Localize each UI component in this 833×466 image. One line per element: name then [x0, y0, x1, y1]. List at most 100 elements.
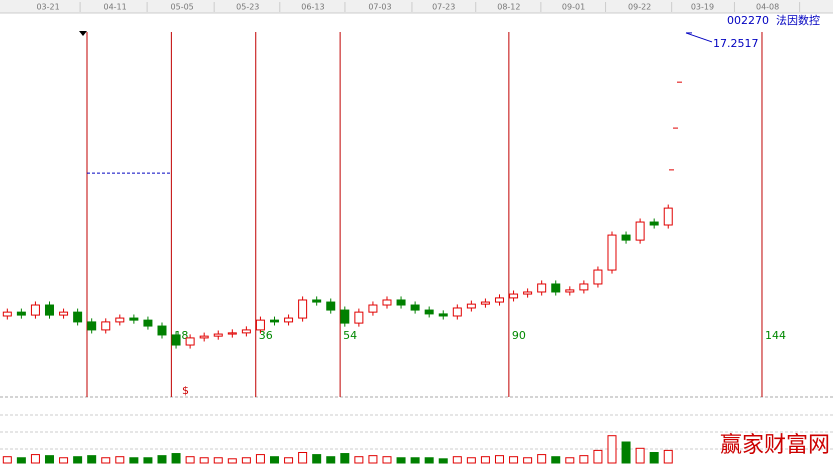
- fib-label: 54: [343, 329, 357, 342]
- volume-bar: [73, 456, 83, 464]
- candle-body: [593, 269, 603, 285]
- candle-body: [87, 321, 97, 331]
- volume-bar: [340, 453, 350, 464]
- stock-code: 002270: [727, 14, 769, 27]
- volume-bar: [213, 457, 223, 464]
- candle-body: [551, 283, 561, 293]
- candle-body: [129, 317, 139, 321]
- date-label: 06-13: [301, 3, 324, 12]
- candle-body: [424, 309, 434, 315]
- candle-body: [368, 304, 378, 313]
- volume-bar: [438, 458, 448, 464]
- candle-body: [255, 319, 265, 331]
- date-bar: [0, 0, 833, 13]
- fib-label: 90: [512, 329, 526, 342]
- price-label: 17.2517: [713, 37, 759, 50]
- volume-bar: [410, 457, 420, 464]
- candle-body: [509, 293, 519, 299]
- volume-bar: [87, 455, 97, 464]
- volume-bar: [649, 452, 659, 464]
- date-label: 04-08: [756, 3, 779, 12]
- volume-bar: [129, 457, 139, 464]
- candle-body: [16, 311, 26, 316]
- candle-body: [480, 301, 490, 305]
- start-marker: [79, 31, 87, 36]
- candle-body: [171, 334, 181, 346]
- date-label: 08-12: [497, 3, 520, 12]
- fib-label: 36: [259, 329, 273, 342]
- volume-bar: [284, 457, 294, 464]
- volume-bar: [354, 456, 364, 464]
- candle-body: [157, 325, 167, 336]
- date-label: 07-03: [368, 3, 391, 12]
- volume-bar: [593, 449, 603, 464]
- candle-body: [466, 303, 476, 309]
- candle-body: [185, 337, 195, 346]
- candle-body: [312, 299, 322, 303]
- candle-body: [663, 207, 673, 226]
- candle-body: [649, 221, 659, 226]
- candle-body: [354, 311, 364, 324]
- candle-body: [452, 307, 462, 317]
- volume-bar: [59, 457, 69, 464]
- candle-body: [269, 319, 279, 323]
- candle-body: [621, 234, 631, 241]
- candle-body: [298, 299, 308, 319]
- volume-bar: [255, 454, 265, 464]
- candle-body: [494, 297, 504, 303]
- volume-bar: [2, 456, 12, 464]
- watermark: 赢家财富网: [720, 433, 830, 458]
- volume-bar: [452, 456, 462, 464]
- candle-body: [326, 301, 336, 311]
- volume-bar: [579, 455, 589, 464]
- volume-bar: [312, 454, 322, 464]
- volume-bar: [565, 457, 575, 464]
- fib-label: 144: [765, 329, 786, 342]
- volume-bar: [396, 457, 406, 464]
- volume-bar: [551, 456, 561, 464]
- volume-bar: [185, 456, 195, 464]
- candle-body: [607, 234, 617, 271]
- volume-bar: [241, 457, 251, 464]
- volume-bar: [326, 456, 336, 464]
- candle-body: [396, 299, 406, 306]
- stock-name: 法因数控: [776, 13, 820, 27]
- volume-bar: [269, 456, 279, 464]
- candle-body: [30, 304, 40, 316]
- candle-body: [227, 332, 237, 335]
- volume-bar: [30, 454, 40, 464]
- date-label: 03-21: [36, 3, 59, 12]
- candle-body: [565, 289, 575, 293]
- candle-body: [115, 317, 125, 323]
- candle-body: [579, 283, 589, 291]
- volume-bar: [424, 457, 434, 464]
- volume-bar: [663, 449, 673, 464]
- volume-bar: [115, 456, 125, 464]
- volume-bar: [368, 455, 378, 464]
- candle-body: [199, 335, 209, 339]
- volume-bar: [466, 457, 476, 464]
- volume-bar: [509, 456, 519, 464]
- volume-bar: [101, 457, 111, 464]
- volume-bar: [298, 452, 308, 464]
- candle-body: [438, 313, 448, 317]
- volume-bar: [143, 457, 153, 464]
- volume-bar: [523, 457, 533, 464]
- candle-body: [635, 221, 645, 241]
- date-label: 09-22: [628, 3, 651, 12]
- volume-bar: [621, 441, 631, 464]
- candle-body: [143, 319, 153, 327]
- volume-bar: [44, 455, 54, 464]
- marker: $: [182, 384, 189, 397]
- candle-body: [59, 311, 69, 316]
- candle-body: [410, 304, 420, 311]
- date-label: 04-11: [103, 3, 126, 12]
- price-pointer: [685, 32, 713, 43]
- candle-body: [213, 333, 223, 337]
- volume-bar: [171, 453, 181, 464]
- candle-body: [44, 304, 54, 316]
- candle-body: [382, 299, 392, 306]
- volume-bar: [157, 455, 167, 464]
- date-label: 09-01: [562, 3, 585, 12]
- candle-body: [284, 317, 294, 323]
